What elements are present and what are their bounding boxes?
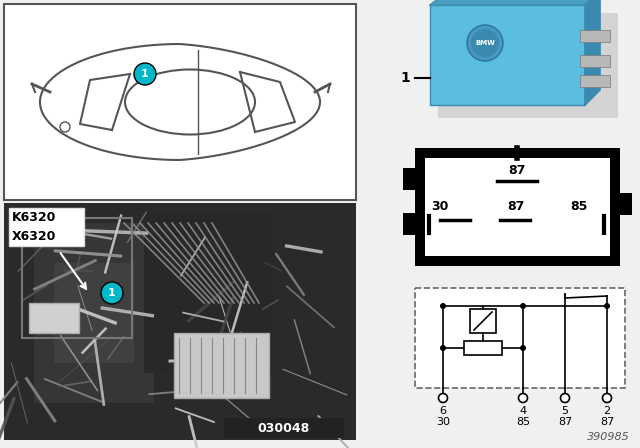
Bar	[430, 5, 585, 105]
Circle shape	[440, 303, 446, 309]
Text: 2: 2	[604, 406, 611, 416]
Text: 30: 30	[431, 199, 449, 212]
Bar	[470, 309, 496, 333]
Text: 390985: 390985	[588, 432, 630, 442]
Text: 6: 6	[440, 406, 447, 416]
Text: K6320
X6320: K6320 X6320	[12, 211, 56, 243]
Bar	[403, 213, 417, 235]
Bar	[415, 288, 625, 388]
Bar	[34, 223, 154, 403]
Text: 1: 1	[400, 71, 410, 85]
Polygon shape	[585, 0, 600, 105]
Bar	[618, 193, 632, 215]
Text: 030048: 030048	[258, 422, 310, 435]
Polygon shape	[430, 0, 600, 5]
Bar	[580, 55, 610, 67]
Bar	[9, 208, 84, 246]
Bar	[54, 263, 134, 363]
Bar	[580, 30, 610, 42]
Bar	[464, 341, 502, 355]
Text: 87: 87	[508, 164, 525, 177]
Text: 1: 1	[141, 69, 149, 79]
Bar	[580, 75, 610, 87]
Text: 5: 5	[561, 406, 568, 416]
Circle shape	[520, 303, 526, 309]
Circle shape	[561, 393, 570, 402]
Circle shape	[602, 393, 611, 402]
Text: 4: 4	[520, 406, 527, 416]
Text: 1: 1	[108, 288, 116, 298]
Circle shape	[518, 393, 527, 402]
Circle shape	[604, 303, 610, 309]
Bar	[438, 13, 618, 118]
Bar	[403, 168, 417, 190]
Bar	[425, 158, 610, 256]
Text: 87: 87	[507, 199, 524, 212]
Text: 87: 87	[558, 417, 572, 427]
Circle shape	[471, 29, 499, 57]
Bar	[174, 333, 269, 398]
Text: 87: 87	[600, 417, 614, 427]
Text: 85: 85	[570, 199, 588, 212]
Circle shape	[520, 345, 526, 351]
Circle shape	[438, 393, 447, 402]
Bar	[4, 203, 356, 440]
Text: 30: 30	[436, 417, 450, 427]
Circle shape	[134, 63, 156, 85]
Text: BMW: BMW	[475, 40, 495, 46]
Bar	[144, 213, 274, 373]
Bar	[29, 303, 79, 333]
Circle shape	[440, 345, 446, 351]
Circle shape	[467, 25, 503, 61]
Bar	[415, 148, 620, 266]
Text: 85: 85	[516, 417, 530, 427]
Bar	[22, 218, 132, 338]
Bar	[224, 418, 344, 438]
Bar	[4, 203, 356, 440]
Bar	[4, 4, 356, 200]
Circle shape	[101, 282, 123, 304]
